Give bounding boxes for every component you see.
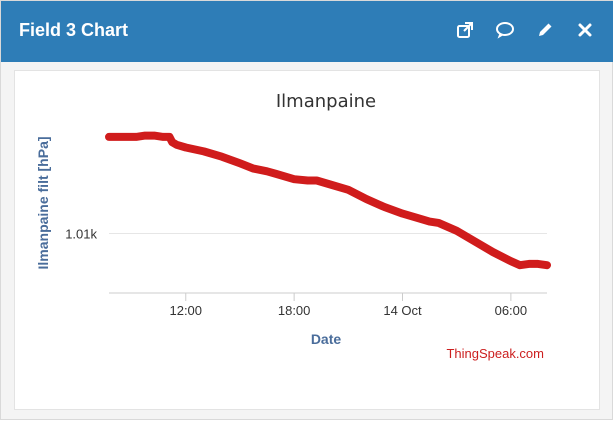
chart-title: Ilmanpaine [276, 91, 376, 112]
widget-title: Field 3 Chart [19, 20, 129, 40]
widget-header: Field 3 Chart [1, 1, 613, 62]
close-icon[interactable] [574, 19, 596, 41]
comment-icon[interactable] [494, 19, 516, 41]
pressure-series-line[interactable] [105, 131, 551, 270]
x-tick-label: 06:00 [495, 303, 528, 318]
header-actions [454, 19, 596, 41]
x-axis-title: Date [311, 331, 342, 347]
thingspeak-credit[interactable]: ThingSpeak.com [446, 346, 544, 361]
edit-pencil-icon[interactable] [534, 19, 556, 41]
open-external-icon[interactable] [454, 19, 476, 41]
y-axis-title: Ilmanpaine filt [hPa] [35, 136, 51, 269]
y-tick-label: 1.01k [65, 226, 97, 241]
chart-panel [14, 70, 600, 410]
x-tick-label: 18:00 [278, 303, 311, 318]
x-tick-label: 12:00 [169, 303, 202, 318]
x-tick-label: 14 Oct [383, 303, 422, 318]
